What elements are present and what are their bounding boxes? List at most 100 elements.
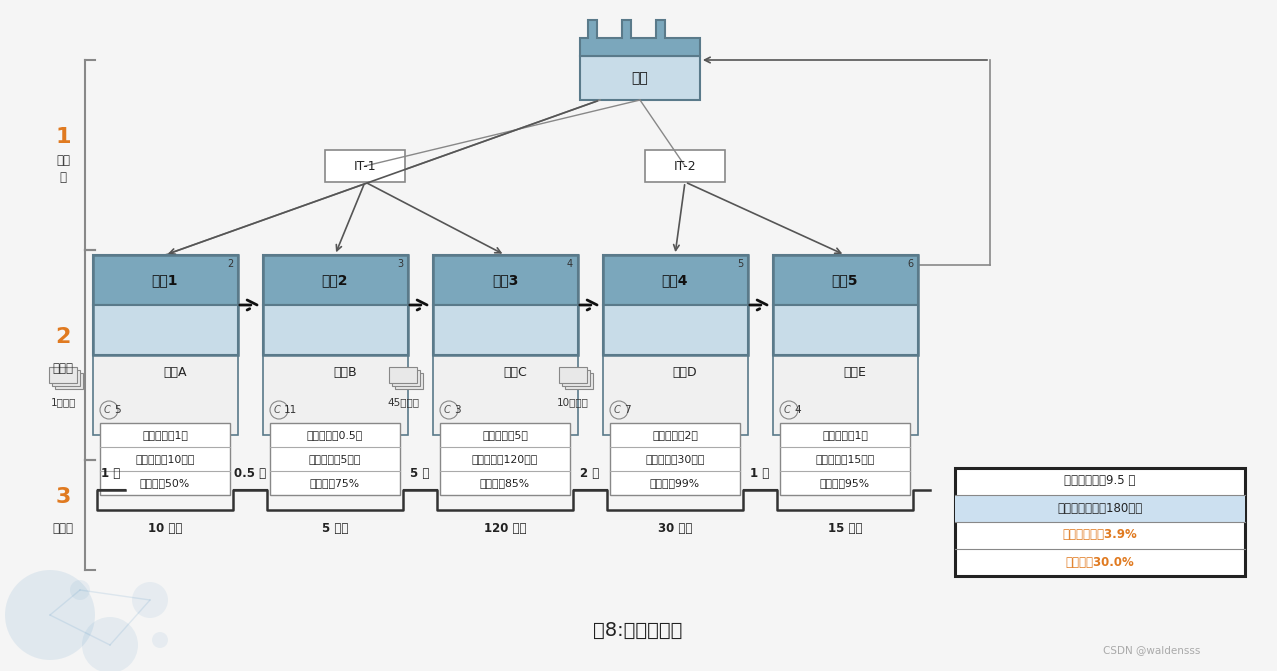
Text: 工作流: 工作流 — [52, 362, 74, 376]
Text: 功能B: 功能B — [333, 366, 356, 380]
Text: 15 分钟: 15 分钟 — [827, 522, 862, 535]
Text: 1个制品: 1个制品 — [50, 397, 75, 407]
Text: 5: 5 — [737, 259, 743, 269]
Text: 1 天: 1 天 — [751, 467, 770, 480]
FancyBboxPatch shape — [955, 468, 1245, 576]
Text: 时间线: 时间线 — [52, 523, 74, 535]
FancyBboxPatch shape — [441, 423, 570, 495]
Text: 精确比＝95%: 精确比＝95% — [820, 478, 870, 488]
FancyBboxPatch shape — [93, 355, 238, 435]
FancyBboxPatch shape — [559, 367, 587, 383]
Text: C: C — [273, 405, 281, 415]
Text: C: C — [614, 405, 621, 415]
Circle shape — [610, 401, 628, 419]
Circle shape — [82, 617, 138, 671]
Text: 精确比＝75%: 精确比＝75% — [310, 478, 360, 488]
FancyBboxPatch shape — [773, 255, 918, 305]
FancyBboxPatch shape — [100, 423, 230, 495]
Text: 流程4: 流程4 — [661, 273, 688, 287]
Text: 工序时间＝120分钟: 工序时间＝120分钟 — [472, 454, 538, 464]
Circle shape — [441, 401, 458, 419]
Text: 11: 11 — [283, 405, 298, 415]
FancyBboxPatch shape — [780, 423, 911, 495]
Text: 4: 4 — [794, 405, 801, 415]
Text: 流程2: 流程2 — [322, 273, 349, 287]
FancyBboxPatch shape — [562, 370, 590, 386]
Text: 45个制品: 45个制品 — [387, 397, 419, 407]
Text: 7: 7 — [624, 405, 631, 415]
Text: 5: 5 — [114, 405, 120, 415]
Text: 工序时间＝15分钟: 工序时间＝15分钟 — [816, 454, 875, 464]
Text: 精确比＝30.0%: 精确比＝30.0% — [1065, 556, 1134, 568]
FancyBboxPatch shape — [580, 56, 700, 100]
Text: 交付周期＝1天: 交付周期＝1天 — [142, 430, 188, 440]
Text: 2: 2 — [55, 327, 70, 347]
Text: 2: 2 — [227, 259, 232, 269]
FancyBboxPatch shape — [389, 367, 418, 383]
FancyBboxPatch shape — [263, 305, 407, 355]
Text: 交付周期＝2天: 交付周期＝2天 — [653, 430, 699, 440]
Text: 30 分钟: 30 分钟 — [658, 522, 692, 535]
Text: IT-2: IT-2 — [674, 160, 696, 172]
FancyBboxPatch shape — [603, 355, 748, 435]
FancyBboxPatch shape — [564, 373, 593, 389]
Text: 流程1: 流程1 — [152, 273, 179, 287]
FancyBboxPatch shape — [93, 255, 238, 305]
Text: 信息
流: 信息 流 — [56, 154, 70, 184]
FancyBboxPatch shape — [610, 423, 739, 495]
Text: 3: 3 — [55, 487, 70, 507]
Text: 功能E: 功能E — [844, 366, 866, 380]
Text: 顾客: 顾客 — [632, 71, 649, 85]
Text: 5 分钟: 5 分钟 — [322, 522, 349, 535]
Circle shape — [780, 401, 798, 419]
FancyBboxPatch shape — [49, 367, 77, 383]
FancyBboxPatch shape — [395, 373, 423, 389]
Text: 工序时间＝5分钟: 工序时间＝5分钟 — [309, 454, 361, 464]
FancyBboxPatch shape — [93, 305, 238, 355]
Text: 6: 6 — [907, 259, 913, 269]
Text: 工序时间＝10分钟: 工序时间＝10分钟 — [135, 454, 194, 464]
FancyBboxPatch shape — [645, 150, 725, 182]
Text: 全部工序时间＝180分钟: 全部工序时间＝180分钟 — [1057, 501, 1143, 515]
Text: C: C — [443, 405, 451, 415]
Text: 5 天: 5 天 — [410, 467, 429, 480]
FancyBboxPatch shape — [326, 150, 405, 182]
FancyBboxPatch shape — [433, 355, 578, 435]
Text: 3: 3 — [397, 259, 404, 269]
Text: 3: 3 — [455, 405, 461, 415]
Circle shape — [132, 582, 169, 618]
Text: 1 天: 1 天 — [101, 467, 120, 480]
FancyBboxPatch shape — [52, 370, 80, 386]
Text: 流程5: 流程5 — [831, 273, 858, 287]
Circle shape — [5, 570, 94, 660]
Circle shape — [70, 580, 89, 600]
Text: 图8:精益价值流: 图8:精益价值流 — [594, 621, 683, 639]
Text: 流程3: 流程3 — [492, 273, 518, 287]
Text: 功能A: 功能A — [163, 366, 186, 380]
Text: 10个制品: 10个制品 — [557, 397, 589, 407]
Circle shape — [269, 401, 289, 419]
Text: 2 天: 2 天 — [580, 467, 600, 480]
Text: IT-1: IT-1 — [354, 160, 377, 172]
Text: 4: 4 — [567, 259, 573, 269]
Text: 精确比＝50%: 精确比＝50% — [140, 478, 190, 488]
Text: 0.5 天: 0.5 天 — [234, 467, 266, 480]
Text: CSDN @waldensss: CSDN @waldensss — [1102, 645, 1200, 655]
Text: 交付周期＝1天: 交付周期＝1天 — [822, 430, 868, 440]
Text: 工序时间＝30分钟: 工序时间＝30分钟 — [645, 454, 705, 464]
Text: 10 分钟: 10 分钟 — [148, 522, 183, 535]
Text: 交付周期＝0.5天: 交付周期＝0.5天 — [306, 430, 363, 440]
Circle shape — [100, 401, 117, 419]
FancyBboxPatch shape — [392, 370, 420, 386]
Circle shape — [152, 632, 169, 648]
FancyBboxPatch shape — [773, 355, 918, 435]
FancyBboxPatch shape — [263, 255, 407, 305]
Text: 精确比＝99%: 精确比＝99% — [650, 478, 700, 488]
Text: 功能C: 功能C — [503, 366, 527, 380]
Polygon shape — [580, 20, 700, 56]
Text: C: C — [784, 405, 790, 415]
Text: 功能D: 功能D — [673, 366, 697, 380]
FancyBboxPatch shape — [269, 423, 400, 495]
FancyBboxPatch shape — [433, 255, 578, 305]
Text: C: C — [103, 405, 110, 415]
